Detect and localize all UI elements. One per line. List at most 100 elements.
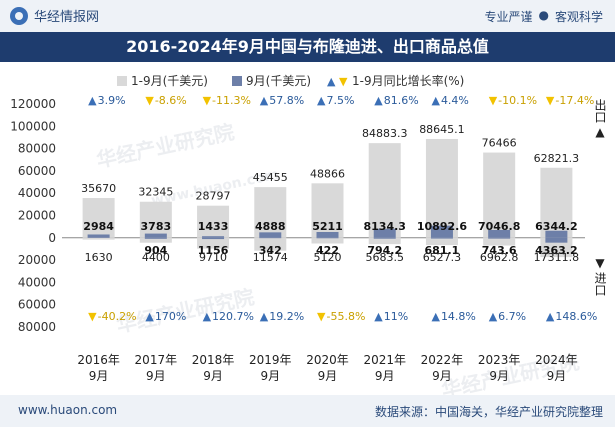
import-cumulative-bar bbox=[311, 237, 344, 244]
export-month-label: 10892.6 bbox=[417, 220, 467, 233]
x-tick-label-year: 2021年 bbox=[363, 353, 406, 367]
legend: 1-9月(千美元) 9月(千美元) ▲ ▼ 1-9月同比增长率(%) bbox=[117, 73, 464, 88]
up-arrow-icon: ▲ bbox=[317, 94, 326, 107]
x-tick-label-month: 9月 bbox=[547, 369, 567, 383]
import-cumulative-bar bbox=[368, 237, 401, 245]
import-month-bar bbox=[144, 237, 167, 239]
x-tick-label-month: 9月 bbox=[489, 369, 509, 383]
import-month-bar bbox=[430, 237, 453, 239]
x-tick-label-year: 2016年 bbox=[77, 353, 120, 367]
down-arrow-icon: ▼ bbox=[489, 94, 498, 107]
export-cumulative-label: 32345 bbox=[138, 186, 173, 199]
export-month-bar bbox=[488, 229, 511, 238]
y-tick-label: 40000 bbox=[18, 275, 56, 289]
import-cumulative-label: 1630 bbox=[85, 251, 113, 264]
export-cumulative-label: 35670 bbox=[81, 182, 116, 195]
import-label: 进口 bbox=[593, 272, 607, 296]
export-month-bar bbox=[259, 232, 282, 238]
legend-label-cumulative: 1-9月(千美元) bbox=[131, 74, 208, 88]
down-arrow-icon: ▼ bbox=[88, 310, 97, 323]
up-arrow-icon: ▲ bbox=[431, 310, 440, 323]
title-bar: 2016-2024年9月中国与布隆迪进、出口商品总值 bbox=[0, 32, 615, 62]
import-side-label: ▼ 进口 bbox=[591, 256, 609, 296]
x-tick-label-year: 2019年 bbox=[249, 353, 292, 367]
x-tick-label-month: 9月 bbox=[146, 369, 166, 383]
x-tick-label-year: 2020年 bbox=[306, 353, 349, 367]
footer: www.huaon.com 数据来源：中国海关，华经产业研究院整理 bbox=[0, 395, 615, 427]
x-tick-label-month: 9月 bbox=[89, 369, 109, 383]
import-cumulative-bar bbox=[425, 237, 458, 246]
export-label: 出口 bbox=[593, 99, 607, 123]
y-tick-label: 100000 bbox=[10, 119, 56, 133]
x-tick-label-month: 9月 bbox=[375, 369, 395, 383]
x-tick-label-month: 9月 bbox=[432, 369, 452, 383]
y-tick-label: 80000 bbox=[18, 320, 56, 334]
import-yoy-label: 14.8% bbox=[441, 310, 476, 323]
brand-logo-icon bbox=[10, 6, 28, 25]
x-tick-label-month: 9月 bbox=[260, 369, 280, 383]
import-arrow-icon: ▼ bbox=[595, 256, 605, 270]
import-month-bar bbox=[545, 237, 568, 243]
import-cumulative-label: 11574 bbox=[253, 251, 288, 264]
export-yoy-label: -10.1% bbox=[498, 94, 537, 107]
export-cumulative-label: 76466 bbox=[482, 137, 517, 150]
import-cumulative-bar bbox=[82, 237, 115, 240]
import-cumulative-bar bbox=[254, 237, 287, 251]
export-cumulative-label: 45455 bbox=[253, 171, 288, 184]
import-cumulative-label: 5683.5 bbox=[365, 251, 404, 264]
export-cumulative-bar bbox=[483, 152, 516, 238]
export-yoy-label: -11.3% bbox=[212, 94, 251, 107]
export-yoy-label: 57.8% bbox=[269, 94, 304, 107]
export-month-bar bbox=[202, 236, 225, 238]
import-month-label: 681.1 bbox=[425, 244, 460, 257]
import-cumulative-label: 6962.8 bbox=[480, 251, 519, 264]
footer-url[interactable]: www.huaon.com bbox=[18, 403, 118, 417]
import-month-bar bbox=[202, 237, 225, 240]
legend-label-yoy: 1-9月同比增长率(%) bbox=[352, 73, 464, 88]
y-tick-label: 80000 bbox=[18, 142, 56, 156]
up-arrow-icon: ▲ bbox=[546, 310, 555, 323]
x-tick-label-year: 2023年 bbox=[478, 353, 521, 367]
down-arrow-icon: ▼ bbox=[546, 94, 555, 107]
slogan-dot-icon: ● bbox=[538, 8, 549, 22]
export-arrow-icon: ▲ bbox=[595, 125, 605, 139]
export-month-label: 5211 bbox=[312, 220, 343, 233]
x-tick-label-year: 2018年 bbox=[192, 353, 235, 367]
export-month-bar bbox=[144, 233, 167, 238]
import-yoy-label: 19.2% bbox=[269, 310, 304, 323]
import-cumulative-bar bbox=[197, 237, 230, 249]
up-arrow-icon: ▲ bbox=[260, 310, 269, 323]
up-arrow-icon: ▲ bbox=[88, 94, 97, 107]
export-month-bar bbox=[430, 225, 453, 238]
up-arrow-icon: ▲ bbox=[374, 310, 383, 323]
down-arrow-icon: ▼ bbox=[145, 94, 154, 107]
export-side-label: 出口 ▲ bbox=[591, 99, 609, 139]
export-yoy-label: -8.6% bbox=[155, 94, 187, 107]
export-yoy-label: 4.4% bbox=[441, 94, 469, 107]
export-cumulative-label: 84883.3 bbox=[362, 127, 408, 140]
import-cumulative-label: 17311.8 bbox=[534, 251, 580, 264]
y-tick-label: 40000 bbox=[18, 186, 56, 200]
export-cumulative-label: 28797 bbox=[196, 190, 231, 203]
export-yoy-label: -17.4% bbox=[555, 94, 594, 107]
export-cumulative-label: 48866 bbox=[310, 167, 345, 180]
import-yoy-label: -40.2% bbox=[98, 310, 137, 323]
up-arrow-icon: ▲ bbox=[374, 94, 383, 107]
import-cumulative-bar bbox=[483, 237, 516, 246]
export-yoy-label: 81.6% bbox=[384, 94, 419, 107]
import-month-label: 1156 bbox=[198, 244, 229, 257]
brand[interactable]: 华经情报网 bbox=[10, 6, 99, 25]
export-cumulative-bar bbox=[368, 143, 401, 238]
export-month-label: 1433 bbox=[198, 220, 229, 233]
import-yoy-label: 148.6% bbox=[555, 310, 597, 323]
slogan-right: 客观科学 bbox=[554, 10, 603, 24]
legend-down-arrow-icon: ▼ bbox=[339, 75, 348, 88]
bars bbox=[82, 138, 573, 258]
export-month-bar bbox=[87, 234, 110, 238]
down-arrow-icon: ▼ bbox=[203, 94, 212, 107]
up-arrow-icon: ▲ bbox=[489, 310, 498, 323]
export-cumulative-bar bbox=[311, 183, 344, 238]
y-tick-label: 120000 bbox=[10, 97, 56, 111]
export-month-label: 7046.8 bbox=[478, 220, 520, 233]
